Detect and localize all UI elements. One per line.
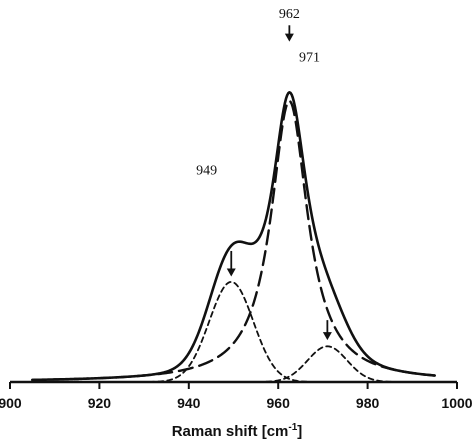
series-line-3 <box>31 281 436 383</box>
annotations-layer: 962 971 949 <box>196 7 332 341</box>
series-line-2 <box>31 99 436 382</box>
peak-label-962: 962 <box>279 7 300 22</box>
x-axis-title: Raman shift [cm-1] <box>172 422 303 440</box>
x-axis-title-end: ] <box>297 423 302 440</box>
peak-arrow-4-head <box>322 332 332 341</box>
x-tick-label-980: 980 <box>356 395 380 411</box>
x-axis-title-text: Raman shift [cm <box>172 423 289 440</box>
curves-layer <box>31 91 436 383</box>
x-tick-label-940: 940 <box>177 395 201 411</box>
peak-arrow-962-head <box>284 33 294 42</box>
x-tick-label-960: 960 <box>267 395 291 411</box>
x-axis-title-sup: -1 <box>288 422 297 433</box>
peak-label-971: 971 <box>299 51 320 66</box>
x-tick-label-920: 920 <box>88 395 112 411</box>
x-tick-label-1000: 1000 <box>441 395 472 411</box>
peak-arrow-3-head <box>226 268 236 277</box>
x-axis: 900 920 940 960 980 1000 <box>0 380 473 411</box>
x-tick-label-900: 900 <box>0 395 22 411</box>
series-line-1 <box>31 91 436 382</box>
peak-label-949: 949 <box>196 164 217 179</box>
